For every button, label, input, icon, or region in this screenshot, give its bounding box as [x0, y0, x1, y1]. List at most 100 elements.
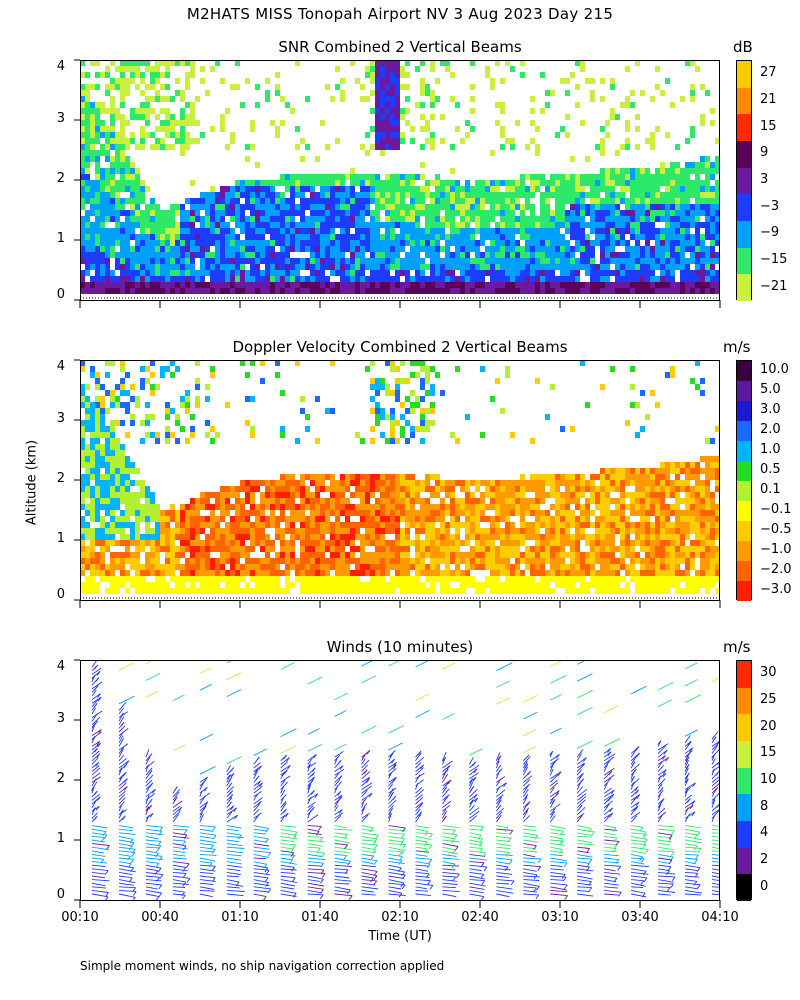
colorbar-label: 20: [760, 718, 777, 734]
y-axis-label: Altitude (km): [24, 439, 40, 526]
y-tick-label: 0: [56, 287, 65, 302]
colorbar-label: 27: [760, 65, 777, 81]
y-tick-label: 2: [56, 771, 65, 786]
colorbar-swatch: [737, 61, 751, 88]
colorbar-swatch: [737, 820, 751, 848]
colorbar-label: 10: [760, 772, 777, 787]
winds-unit: m/s: [723, 638, 751, 656]
colorbar-swatch: [737, 847, 751, 875]
colorbar-label: −3.0: [760, 582, 792, 597]
x-tick-label: 00:40: [141, 910, 179, 925]
colorbar-label: 25: [760, 692, 777, 707]
snr-panel-title: SNR Combined 2 Vertical Beams: [278, 38, 522, 56]
winds-colorbar: [736, 660, 752, 901]
colorbar-swatch: [737, 220, 751, 248]
x-axis-label: Time (UT): [368, 929, 432, 944]
colorbar-label: 30: [760, 665, 777, 681]
colorbar-swatch: [737, 661, 751, 688]
colorbar-swatch: [737, 87, 751, 115]
x-tick-label: 03:10: [541, 910, 579, 925]
colorbar-label: 0.1: [760, 482, 781, 497]
colorbar-swatch: [737, 361, 751, 381]
colorbar-label: −21: [760, 278, 788, 294]
x-tick-label: 02:10: [381, 910, 419, 925]
colorbar-swatch: [737, 114, 751, 141]
y-tick-label: 2: [56, 171, 65, 186]
colorbar-swatch: [737, 167, 751, 195]
doppler-panel-title: Doppler Velocity Combined 2 Vertical Bea…: [232, 338, 568, 356]
colorbar-label: 15: [760, 118, 777, 134]
plot-frame: [80, 360, 720, 601]
colorbar-label: 4: [760, 825, 769, 841]
y-tick-label: 1: [56, 531, 65, 546]
doppler-plot: [80, 360, 720, 599]
x-tick-label: 04:10: [701, 910, 739, 925]
x-tick-label: 01:40: [301, 910, 339, 925]
colorbar-swatch: [737, 441, 751, 461]
colorbar-swatch: [737, 247, 751, 275]
y-tick-label: 3: [56, 711, 65, 726]
colorbar-swatch: [737, 274, 751, 301]
colorbar-swatch: [737, 714, 751, 741]
snr-unit: dB: [733, 38, 753, 56]
x-tick-label: 00:10: [61, 910, 99, 925]
winds-plot: [90, 660, 720, 900]
colorbar-label: −2.0: [760, 562, 792, 577]
y-tick-label: 4: [56, 359, 65, 374]
colorbar-label: 8: [760, 798, 769, 814]
y-tick-label: 4: [56, 659, 65, 674]
colorbar-swatch: [737, 541, 751, 561]
colorbar-swatch: [737, 194, 751, 221]
y-tick-label: 0: [56, 587, 65, 602]
colorbar-swatch: [737, 140, 751, 168]
colorbar-label: 10.0: [760, 362, 789, 377]
colorbar-swatch: [737, 501, 751, 521]
y-tick-label: 2: [56, 471, 65, 486]
y-tick-label: 1: [56, 831, 65, 846]
colorbar-swatch: [737, 381, 751, 401]
y-tick-label: 0: [56, 887, 65, 902]
colorbar-swatch: [737, 740, 751, 768]
footnote: Simple moment winds, no ship navigation …: [80, 959, 445, 973]
colorbar-swatch: [737, 461, 751, 481]
colorbar-label: −3: [760, 198, 780, 214]
main-title: M2HATS MISS Tonopah Airport NV 3 Aug 202…: [186, 5, 614, 23]
snr-axes: [74, 59, 721, 308]
colorbar-label: 3.0: [760, 402, 781, 417]
colorbar-label: 0: [760, 878, 769, 894]
doppler-unit: m/s: [723, 338, 751, 356]
colorbar-label: −9: [760, 225, 780, 241]
colorbar-label: 1.0: [760, 442, 781, 457]
colorbar-swatch: [737, 521, 751, 541]
colorbar-swatch: [737, 794, 751, 821]
colorbar-swatch: [737, 421, 751, 441]
colorbar-label: 9: [760, 145, 769, 161]
colorbar-label: −15: [760, 252, 788, 267]
colorbar-swatch: [737, 561, 751, 581]
colorbar-label: −0.5: [760, 522, 792, 537]
colorbar-label: −0.1: [760, 502, 792, 517]
colorbar-label: 5.0: [760, 382, 781, 397]
x-tick-label: 01:10: [221, 910, 259, 925]
y-tick-label: 3: [56, 111, 65, 126]
colorbar-label: 15: [760, 745, 777, 761]
doppler-colorbar: [736, 360, 752, 601]
winds-axes: [74, 659, 721, 908]
doppler-axes: [74, 359, 721, 608]
colorbar-swatch: [737, 874, 751, 901]
snr-colorbar: [736, 60, 752, 301]
colorbar-swatch: [737, 581, 751, 601]
plot-frame: [80, 60, 720, 301]
x-tick-label: 02:40: [461, 910, 499, 925]
colorbar-swatch: [737, 767, 751, 795]
snr-plot: [80, 60, 720, 299]
y-tick-label: 1: [56, 231, 65, 246]
x-tick-label: 03:40: [621, 910, 659, 925]
colorbar-label: 21: [760, 92, 777, 107]
colorbar-label: 0.5: [760, 462, 781, 477]
colorbar-swatch: [737, 401, 751, 421]
colorbar-label: 3: [760, 172, 769, 187]
colorbar-label: 2: [760, 852, 769, 867]
colorbar-swatch: [737, 481, 751, 501]
y-tick-label: 3: [56, 411, 65, 426]
